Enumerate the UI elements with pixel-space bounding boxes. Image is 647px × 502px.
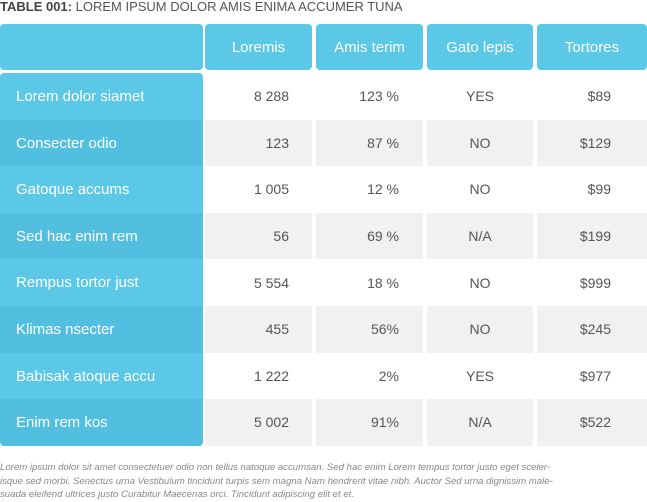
- table-cell: YES: [465, 367, 494, 384]
- table-cell: $999: [579, 274, 611, 291]
- footnote-line: suada eleifend ultrices justo Curabitur …: [0, 489, 355, 500]
- row-header: Consecter odio: [0, 119, 203, 167]
- table-cell: NO: [469, 181, 491, 198]
- table-cell: $129: [537, 119, 647, 167]
- table-cell: 56: [205, 212, 312, 260]
- table-cell: $89: [587, 88, 611, 105]
- table-cell: $99: [587, 181, 611, 198]
- table-cell: 1 222: [253, 367, 289, 384]
- row-header: Rempus tortor just: [0, 259, 203, 307]
- table-cell: NO: [427, 306, 533, 353]
- column-header: Gato lepis: [427, 24, 533, 70]
- footnote-line: isque sed morbi. Senectus urna Vestibulu…: [0, 475, 553, 487]
- table-cell: 123 %: [359, 88, 399, 105]
- column-header: Loremis: [205, 24, 312, 70]
- table-cell: 12 %: [367, 181, 399, 198]
- table-cell: $522: [537, 399, 647, 446]
- title-text: LOREM IPSUM DOLOR AMIS ENIMA ACCUMER TUN…: [75, 0, 403, 14]
- table-cell: $199: [537, 212, 647, 260]
- table-cell: N/A: [427, 399, 533, 446]
- table-cell: 5 002: [205, 399, 312, 446]
- table-cell: NO: [427, 119, 533, 167]
- table-cell: 5 554: [253, 274, 289, 291]
- row-header: Klimas nsecter: [0, 306, 203, 354]
- table-cell: 87 %: [316, 119, 423, 167]
- table-cell: 91%: [316, 399, 423, 446]
- title-label: TABLE 001:: [0, 0, 72, 14]
- row-header: Lorem dolor siamet: [0, 73, 203, 121]
- table-cell: 2%: [378, 367, 399, 384]
- row-header: Enim rem kos: [0, 399, 203, 447]
- row-header: Sed hac enim rem: [0, 212, 203, 260]
- table-cell: $977: [579, 367, 611, 384]
- table-cell: 1 005: [253, 181, 289, 198]
- table-cell: YES: [465, 88, 494, 105]
- table-cell: NO: [469, 274, 491, 291]
- row-header: Babisak atoque accu: [0, 352, 203, 400]
- footnote: Lorem ipsum dolor sit amet consectetuer …: [0, 461, 647, 502]
- row-header: Gatoque accums: [0, 166, 203, 214]
- table-cell: 18 %: [367, 274, 399, 291]
- table-cell: 123: [205, 119, 312, 167]
- table-cell: N/A: [427, 212, 533, 260]
- column-header: Amis terim: [316, 24, 423, 70]
- table-cell: 56%: [316, 306, 423, 353]
- footnote-line: Lorem ipsum dolor sit amet consectetuer …: [0, 462, 551, 473]
- header-corner: [0, 24, 203, 70]
- table-cell: 455: [205, 306, 312, 353]
- table-cell: $245: [537, 306, 647, 353]
- table-title: TABLE 001: LOREM IPSUM DOLOR AMIS ENIMA …: [0, 0, 403, 14]
- column-header: Tortores: [537, 24, 647, 70]
- table-cell: 69 %: [316, 212, 423, 260]
- table-cell: 8 288: [253, 88, 289, 105]
